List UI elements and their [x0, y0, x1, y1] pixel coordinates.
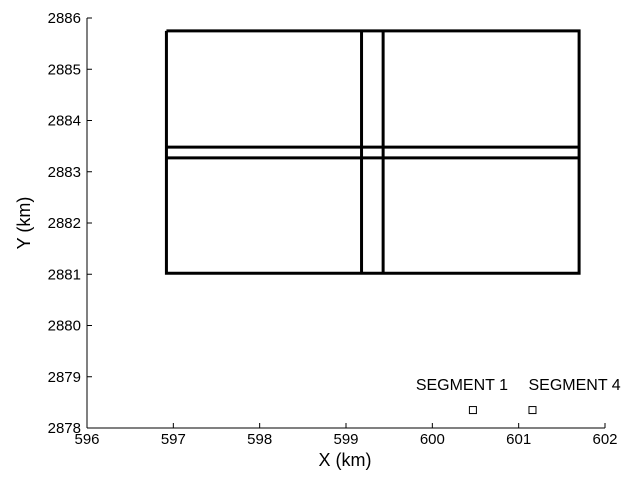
x-tick-label: 598 — [247, 431, 272, 448]
y-tick-label: 2880 — [48, 318, 81, 335]
x-axis-label: X (km) — [319, 450, 372, 470]
y-tick-label: 2884 — [48, 113, 81, 130]
y-tick-label: 2886 — [48, 10, 81, 27]
outline — [164, 29, 581, 275]
y-axis-label: Y (km) — [14, 197, 34, 250]
x-tick-label: 602 — [592, 431, 617, 448]
y-tick-label: 2879 — [48, 369, 81, 386]
y-tick-label: 2878 — [48, 420, 81, 437]
segment-label: SEGMENT 1 — [416, 377, 508, 394]
y-tick-label: 2882 — [48, 215, 81, 232]
x-tick-label: 600 — [420, 431, 445, 448]
segment-marker — [528, 406, 537, 415]
x-tick-label: 596 — [74, 431, 99, 448]
segment-label: SEGMENT 4 — [528, 377, 620, 394]
y-tick-label: 2881 — [48, 266, 81, 283]
x-tick-label: 599 — [333, 431, 358, 448]
segment-marker — [468, 406, 477, 415]
x-tick-label: 597 — [161, 431, 186, 448]
y-tick-label: 2885 — [48, 61, 81, 78]
y-tick-label: 2883 — [48, 164, 81, 181]
x-tick-label: 601 — [506, 431, 531, 448]
